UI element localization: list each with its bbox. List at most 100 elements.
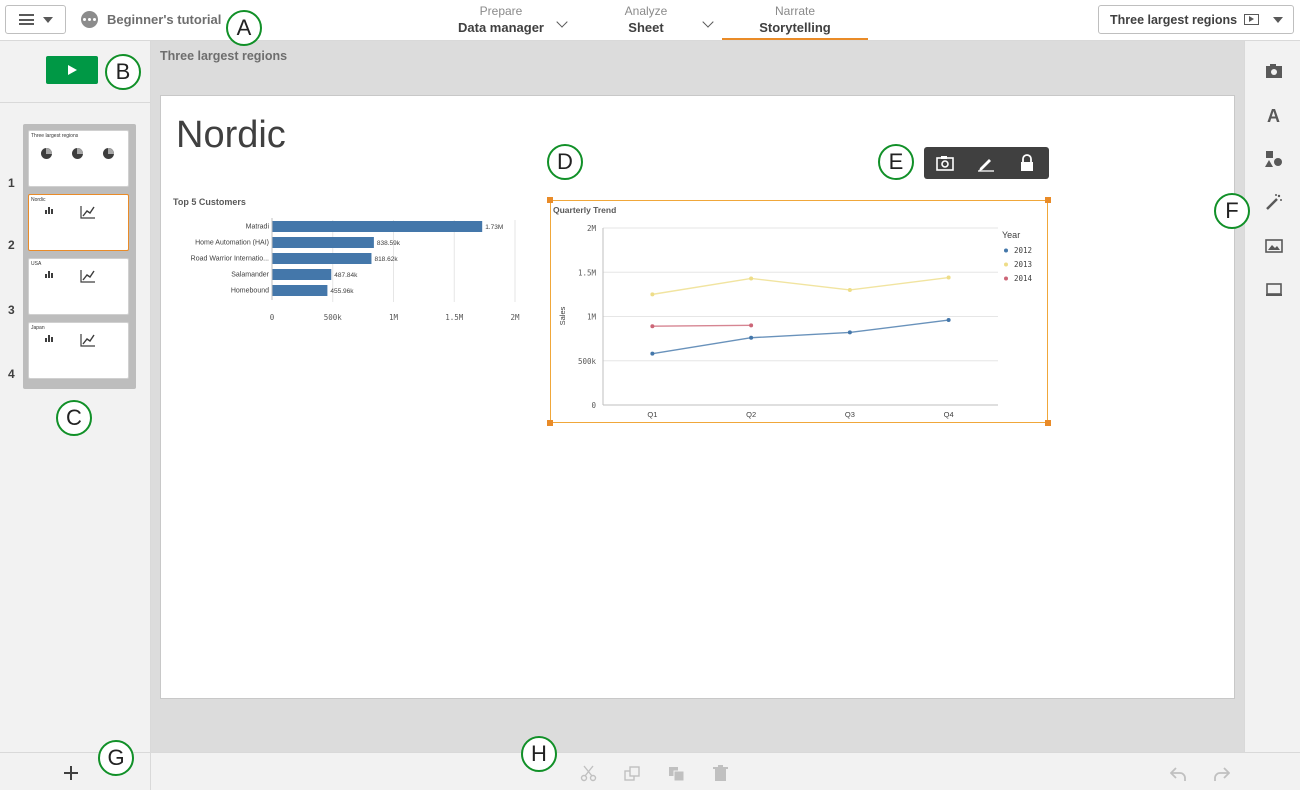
story-tools-panel: A — [1244, 41, 1300, 752]
cut-scissors-icon[interactable] — [580, 765, 597, 782]
slide-thumbnail-4[interactable]: Japan — [28, 322, 129, 379]
svg-text:A: A — [1267, 106, 1280, 124]
tab-data-manager-label: Data manager — [458, 20, 544, 35]
slide-thumbnail-2[interactable]: Nordic — [28, 194, 129, 251]
effects-wand-icon[interactable] — [1265, 193, 1283, 211]
bar-value-label: 838.59k — [377, 240, 401, 247]
bar — [272, 285, 328, 296]
slide-number: 1 — [8, 176, 15, 190]
bar — [272, 269, 332, 280]
y-tick-label: 0 — [591, 401, 596, 410]
y-tick-label: 1.5M — [578, 268, 597, 277]
top-toolbar: Beginner's tutorial Prepare Data manager… — [0, 0, 1300, 41]
play-area — [0, 41, 150, 103]
story-title: Three largest regions — [160, 49, 288, 63]
bar-tick-label: 0 — [270, 313, 275, 322]
tab-analyze[interactable]: Analyze Sheet — [600, 0, 692, 40]
data-point — [946, 275, 951, 280]
quarterly-trend-plot: Quarterly Trend 0 500k 1M 1.5M 2M Sales Q1 Q2 Q3 Q… — [553, 205, 1033, 419]
line-chart-title: Quarterly Trend — [553, 205, 616, 215]
line-chart-icon — [80, 334, 95, 347]
resize-handle[interactable] — [547, 197, 553, 203]
resize-handle[interactable] — [547, 420, 553, 426]
data-point — [650, 351, 655, 356]
slide-number: 3 — [8, 303, 15, 317]
quarterly-trend-chart[interactable]: Quarterly Trend 0 500k 1M 1.5M 2M Sales Q1 Q2 Q3 Q… — [547, 197, 1051, 426]
line-chart-icon — [80, 206, 95, 219]
lock-icon[interactable] — [1018, 154, 1036, 172]
redo-icon[interactable] — [1213, 765, 1230, 782]
add-slide-plus-icon[interactable] — [64, 766, 78, 780]
snapshot-camera-icon[interactable] — [936, 154, 954, 172]
data-point — [650, 292, 655, 297]
data-point — [946, 318, 951, 323]
play-story-button[interactable] — [46, 56, 98, 84]
slide-thumbnail-3[interactable]: USA — [28, 258, 129, 315]
series-line-2014 — [652, 324, 752, 327]
resize-handle[interactable] — [1045, 197, 1051, 203]
tab-narrate[interactable]: Narrate Storytelling — [722, 0, 868, 40]
media-image-icon[interactable] — [1265, 237, 1283, 255]
bar-chart-icon — [45, 335, 54, 342]
shapes-icon[interactable] — [1265, 150, 1283, 168]
slide-heading[interactable]: Nordic — [176, 114, 286, 156]
bar-value-label: 1.73M — [485, 224, 503, 231]
prepare-chevron-down-icon[interactable] — [556, 16, 568, 28]
x-tick-label: Q2 — [746, 410, 756, 419]
bar-tick-label: 2M — [510, 313, 520, 322]
snapshot-camera-icon[interactable] — [1265, 62, 1283, 80]
story-selector-button[interactable]: Three largest regions — [1098, 5, 1294, 34]
tab-analyze-label: Analyze — [624, 4, 668, 18]
callout-d: D — [547, 144, 583, 180]
analyze-chevron-down-icon[interactable] — [702, 16, 714, 28]
paste-icon[interactable] — [668, 765, 685, 782]
slide-thumbnail-title: Nordic — [31, 197, 46, 203]
bar-chart-title: Top 5 Customers — [173, 197, 246, 207]
data-point — [847, 287, 852, 292]
present-icon — [1244, 14, 1259, 25]
callout-f: F — [1214, 193, 1250, 229]
app-title: Beginner's tutorial — [107, 12, 222, 27]
series-line-2013 — [652, 276, 949, 296]
slide-thumbnails: Three largest regions Nordic USA Japan — [23, 124, 136, 389]
bar-category-label: Road Warrior Internatio... — [191, 256, 269, 263]
bar-value-label: 818.62k — [374, 256, 398, 263]
tab-prepare[interactable]: Prepare Data manager — [446, 0, 556, 40]
legend-marker — [1004, 248, 1008, 253]
embed-sheet-icon[interactable] — [1265, 281, 1283, 299]
app-icon[interactable] — [81, 11, 98, 28]
bar-value-label: 487.84k — [334, 272, 358, 279]
slide-number: 2 — [8, 238, 15, 252]
slide-thumbnail-title: USA — [31, 261, 42, 267]
top-customers-bar-chart[interactable]: 0 500k 1M 1.5M 2M Matradi 1.73M Home Automation… — [166, 214, 526, 324]
resize-handle[interactable] — [1045, 420, 1051, 426]
line-chart-icon — [80, 270, 95, 283]
series-line-2012 — [652, 319, 949, 355]
chevron-down-icon — [1273, 17, 1283, 23]
copy-icon[interactable] — [624, 765, 641, 782]
callout-c: C — [56, 400, 92, 436]
bar — [272, 237, 374, 248]
global-menu-button[interactable] — [5, 5, 66, 34]
y-axis-label: Sales — [558, 306, 567, 325]
chevron-down-icon — [42, 16, 53, 23]
text-icon[interactable]: A — [1265, 106, 1283, 124]
pie-chart-icon — [41, 148, 52, 159]
undo-icon[interactable] — [1170, 765, 1187, 782]
slide-thumbnail-1[interactable]: Three largest regions — [28, 130, 129, 187]
bar-category-label: Matradi — [246, 224, 270, 231]
data-point — [749, 276, 754, 281]
legend-entry: 2013 — [1014, 260, 1032, 269]
slide-canvas[interactable]: Nordic Top 5 Customers 0 500k 1M 1.5M 2M Matr… — [160, 95, 1235, 699]
legend-marker — [1004, 262, 1008, 267]
bar-category-label: Home Automation (HAI) — [195, 240, 269, 247]
tab-narrate-label: Narrate — [774, 4, 815, 18]
slide-thumbnail-title: Japan — [31, 325, 45, 331]
delete-trash-icon[interactable] — [712, 765, 729, 782]
story-canvas-area: Three largest regions Nordic Top 5 Custo… — [151, 41, 1244, 752]
hamburger-icon — [18, 14, 34, 25]
edit-pencil-icon[interactable] — [977, 154, 995, 172]
legend-entry: 2014 — [1014, 274, 1033, 283]
bar-tick-label: 500k — [324, 313, 343, 322]
